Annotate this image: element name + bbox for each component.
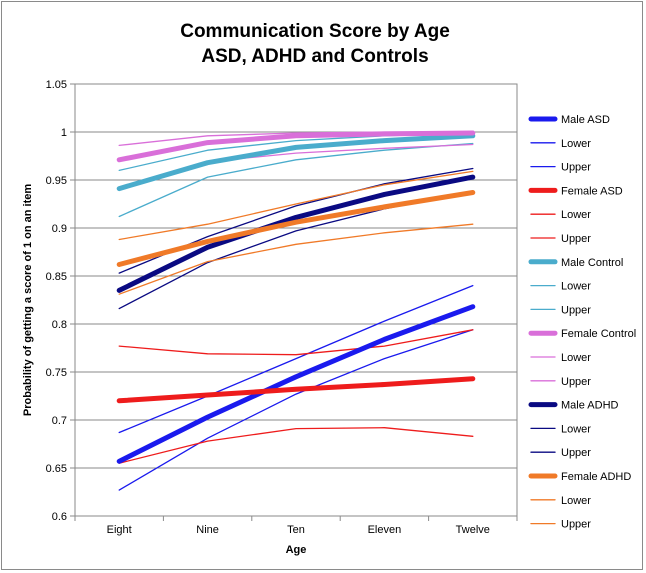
y-tick-label: 0.65 [46,463,67,475]
y-tick-label: 1 [61,127,67,139]
chart-title-line-1: Communication Score by Age [180,21,450,42]
x-tick-label: Nine [196,524,219,536]
y-tick-label: 0.85 [46,271,67,283]
series-line-6-male-control [116,133,476,192]
legend-label-12-male-adhd: Male ADHD [561,400,619,412]
legend-label-3-female-asd: Female ASD [561,185,623,197]
legend-label-5-upper: Upper [561,233,591,245]
y-tick-label: 0.9 [52,223,67,235]
legend-label-4-lower: Lower [561,209,591,221]
series-line-9-female-control [116,130,476,163]
series-line-15-female-adhd [116,190,476,267]
legend-label-15-female-adhd: Female ADHD [561,471,631,483]
series-line-2-upper [118,284,474,434]
x-tick-label: Twelve [456,524,490,536]
legend-label-14-upper: Upper [561,447,591,459]
y-axis-ticks: 0.6 0.65 0.7 0.75 0.8 0.85 0.9 0.95 1 1.05 [46,79,75,523]
x-tick-label: Eight [107,524,132,536]
legend-label-1-lower: Lower [561,138,591,150]
x-axis-title: Age [286,544,307,556]
y-tick-label: 0.8 [52,319,67,331]
x-axis-ticks: Eight Nine Ten Eleven Twelve [74,516,518,536]
legend-label-7-lower: Lower [561,281,591,293]
series-line-12-male-adhd [116,174,476,293]
legend-label-9-female-control: Female Control [561,328,636,340]
legend: Male ASD Lower Upper Female ASD Lower Upper Ma… [528,114,636,531]
y-tick-label: 0.95 [46,175,67,187]
legend-label-13-lower: Lower [561,423,591,435]
y-tick-label: 1.05 [46,79,67,91]
y-tick-label: 0.75 [46,367,67,379]
series-line-17-upper [118,170,474,241]
legend-label-11-upper: Upper [561,376,591,388]
chart-title-line-2: ASD, ADHD and Controls [201,46,428,67]
series-line-5-upper [118,329,474,356]
legend-label-8-upper: Upper [561,304,591,316]
series-line-7-lower [118,142,474,218]
y-tick-label: 0.7 [52,415,67,427]
series-line-1-lower [118,329,474,491]
legend-label-16-lower: Lower [561,495,591,507]
x-tick-label: Eleven [368,524,402,536]
series-lines [116,130,476,491]
legend-label-17-upper: Upper [561,519,591,531]
series-line-0-male-asd [116,304,476,464]
y-tick-label: 0.6 [52,511,67,523]
series-line-16-lower [118,223,474,295]
legend-label-10-lower: Lower [561,352,591,364]
legend-label-0-male-asd: Male ASD [561,114,610,126]
y-axis-title: Probability of getting a score of 1 on a… [22,184,34,416]
legend-label-2-upper: Upper [561,162,591,174]
x-tick-label: Ten [287,524,305,536]
legend-label-6-male-control: Male Control [561,257,623,269]
series-line-4-lower [118,427,474,464]
series-line-3-female-asd [116,376,476,404]
